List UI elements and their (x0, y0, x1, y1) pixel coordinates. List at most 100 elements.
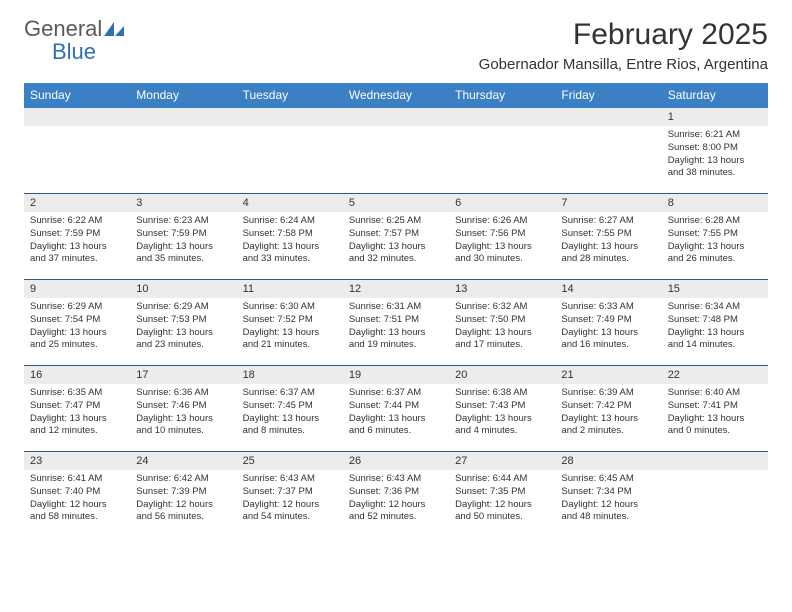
logo: General Blue (24, 18, 126, 64)
calendar-cell: 27Sunrise: 6:44 AMSunset: 7:35 PMDayligh… (449, 452, 555, 538)
day-line: Daylight: 13 hours (668, 327, 762, 340)
day-content: Sunrise: 6:30 AMSunset: 7:52 PMDaylight:… (237, 298, 343, 356)
day-number-empty (237, 108, 343, 126)
day-line: Daylight: 13 hours (668, 155, 762, 168)
weekday-header: Tuesday (237, 83, 343, 108)
day-line: and 35 minutes. (136, 253, 230, 266)
day-line: and 14 minutes. (668, 339, 762, 352)
day-number-empty (449, 108, 555, 126)
day-number-empty (555, 108, 661, 126)
logo-text-1: General (24, 16, 102, 41)
day-line: Sunset: 7:40 PM (30, 486, 124, 499)
day-line: Sunrise: 6:34 AM (668, 301, 762, 314)
calendar-cell: 23Sunrise: 6:41 AMSunset: 7:40 PMDayligh… (24, 452, 130, 538)
day-content: Sunrise: 6:42 AMSunset: 7:39 PMDaylight:… (130, 470, 236, 528)
day-line: and 28 minutes. (561, 253, 655, 266)
day-number: 16 (24, 366, 130, 384)
day-line: Sunset: 7:37 PM (243, 486, 337, 499)
day-content: Sunrise: 6:31 AMSunset: 7:51 PMDaylight:… (343, 298, 449, 356)
calendar-cell: 26Sunrise: 6:43 AMSunset: 7:36 PMDayligh… (343, 452, 449, 538)
day-line: Daylight: 13 hours (30, 327, 124, 340)
day-number: 3 (130, 194, 236, 212)
day-line: Sunset: 7:55 PM (561, 228, 655, 241)
day-line: Daylight: 13 hours (136, 241, 230, 254)
day-line: and 38 minutes. (668, 167, 762, 180)
day-number: 23 (24, 452, 130, 470)
day-line: and 50 minutes. (455, 511, 549, 524)
calendar-cell: 2Sunrise: 6:22 AMSunset: 7:59 PMDaylight… (24, 194, 130, 280)
day-content: Sunrise: 6:43 AMSunset: 7:37 PMDaylight:… (237, 470, 343, 528)
day-line: and 10 minutes. (136, 425, 230, 438)
day-line: Sunrise: 6:24 AM (243, 215, 337, 228)
day-line: Sunset: 7:34 PM (561, 486, 655, 499)
day-line: Sunset: 7:50 PM (455, 314, 549, 327)
day-line: Sunrise: 6:31 AM (349, 301, 443, 314)
day-line: Sunset: 7:35 PM (455, 486, 549, 499)
day-line: Sunrise: 6:35 AM (30, 387, 124, 400)
day-content: Sunrise: 6:27 AMSunset: 7:55 PMDaylight:… (555, 212, 661, 270)
day-number: 7 (555, 194, 661, 212)
day-line: Sunrise: 6:38 AM (455, 387, 549, 400)
day-number: 15 (662, 280, 768, 298)
day-line: and 26 minutes. (668, 253, 762, 266)
logo-sail-icon (104, 20, 126, 41)
day-line: Sunrise: 6:42 AM (136, 473, 230, 486)
day-line: Daylight: 13 hours (243, 413, 337, 426)
title-block: February 2025 Gobernador Mansilla, Entre… (479, 18, 768, 73)
day-number: 4 (237, 194, 343, 212)
day-line: and 6 minutes. (349, 425, 443, 438)
header: General Blue February 2025 Gobernador Ma… (24, 18, 768, 73)
day-number: 20 (449, 366, 555, 384)
page-subtitle: Gobernador Mansilla, Entre Rios, Argenti… (479, 56, 768, 73)
calendar-cell: 22Sunrise: 6:40 AMSunset: 7:41 PMDayligh… (662, 366, 768, 452)
weekday-header: Sunday (24, 83, 130, 108)
calendar-cell: 11Sunrise: 6:30 AMSunset: 7:52 PMDayligh… (237, 280, 343, 366)
day-line: Daylight: 13 hours (561, 413, 655, 426)
day-line: and 30 minutes. (455, 253, 549, 266)
day-content: Sunrise: 6:45 AMSunset: 7:34 PMDaylight:… (555, 470, 661, 528)
day-content: Sunrise: 6:32 AMSunset: 7:50 PMDaylight:… (449, 298, 555, 356)
day-line: Sunrise: 6:32 AM (455, 301, 549, 314)
weekday-header: Monday (130, 83, 236, 108)
calendar-cell (237, 108, 343, 194)
day-line: Sunrise: 6:41 AM (30, 473, 124, 486)
day-number: 22 (662, 366, 768, 384)
day-line: and 19 minutes. (349, 339, 443, 352)
day-line: Daylight: 12 hours (561, 499, 655, 512)
day-line: Daylight: 12 hours (349, 499, 443, 512)
day-line: Sunset: 7:53 PM (136, 314, 230, 327)
weekday-header: Saturday (662, 83, 768, 108)
day-number-empty (130, 108, 236, 126)
day-line: Sunrise: 6:37 AM (243, 387, 337, 400)
calendar-body: 1Sunrise: 6:21 AMSunset: 8:00 PMDaylight… (24, 108, 768, 538)
calendar-cell: 5Sunrise: 6:25 AMSunset: 7:57 PMDaylight… (343, 194, 449, 280)
calendar-cell: 14Sunrise: 6:33 AMSunset: 7:49 PMDayligh… (555, 280, 661, 366)
day-line: Sunset: 7:52 PM (243, 314, 337, 327)
day-line: and 0 minutes. (668, 425, 762, 438)
weekday-header: Wednesday (343, 83, 449, 108)
day-number: 10 (130, 280, 236, 298)
calendar-cell: 7Sunrise: 6:27 AMSunset: 7:55 PMDaylight… (555, 194, 661, 280)
day-line: and 52 minutes. (349, 511, 443, 524)
calendar-cell: 25Sunrise: 6:43 AMSunset: 7:37 PMDayligh… (237, 452, 343, 538)
calendar-cell: 4Sunrise: 6:24 AMSunset: 7:58 PMDaylight… (237, 194, 343, 280)
calendar-cell (24, 108, 130, 194)
day-number: 11 (237, 280, 343, 298)
calendar-cell: 6Sunrise: 6:26 AMSunset: 7:56 PMDaylight… (449, 194, 555, 280)
day-number: 19 (343, 366, 449, 384)
day-line: Sunset: 7:49 PM (561, 314, 655, 327)
day-line: Sunset: 7:42 PM (561, 400, 655, 413)
day-line: Sunset: 7:46 PM (136, 400, 230, 413)
day-line: Daylight: 13 hours (455, 241, 549, 254)
day-line: and 8 minutes. (243, 425, 337, 438)
day-line: Daylight: 13 hours (349, 413, 443, 426)
weekday-header: Thursday (449, 83, 555, 108)
calendar-page: General Blue February 2025 Gobernador Ma… (0, 0, 792, 556)
day-line: Sunrise: 6:30 AM (243, 301, 337, 314)
day-line: Sunset: 7:57 PM (349, 228, 443, 241)
day-line: Sunrise: 6:29 AM (30, 301, 124, 314)
day-line: Daylight: 13 hours (455, 413, 549, 426)
day-line: Daylight: 13 hours (561, 327, 655, 340)
day-content: Sunrise: 6:36 AMSunset: 7:46 PMDaylight:… (130, 384, 236, 442)
day-line: and 25 minutes. (30, 339, 124, 352)
